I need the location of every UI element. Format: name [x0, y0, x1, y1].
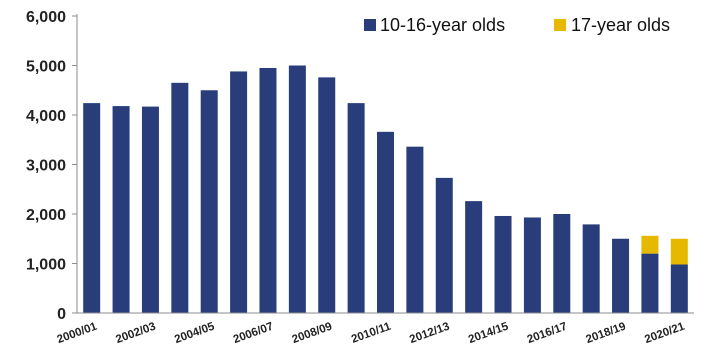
bar-10-16-year-olds	[318, 77, 336, 313]
bar-10-16-year-olds	[259, 67, 277, 313]
bar-10-16-year-olds	[141, 106, 159, 313]
y-tick-label: 3,000	[26, 158, 66, 175]
y-tick-label: 1,000	[26, 257, 66, 274]
y-tick-label: 4,000	[26, 108, 66, 125]
y-tick-label: 0	[57, 306, 66, 323]
bar-10-16-year-olds	[171, 82, 189, 313]
x-tick-label: 2016/17	[526, 321, 569, 346]
bar-10-16-year-olds	[553, 214, 571, 313]
bar-10-16-year-olds	[288, 65, 306, 313]
bar-10-16-year-olds	[523, 217, 541, 313]
bar-10-16-year-olds	[83, 103, 101, 314]
bar-10-16-year-olds	[494, 215, 512, 313]
bar-10-16-year-olds	[465, 201, 483, 313]
legend-label-17: 17-year olds	[571, 15, 670, 35]
x-tick-label: 2000/01	[56, 320, 100, 346]
y-tick-label: 6,000	[26, 9, 66, 26]
bar-10-16-year-olds	[347, 103, 365, 314]
legend-label-10-16: 10-16-year olds	[380, 15, 505, 35]
bars	[83, 65, 688, 314]
x-tick-label: 2004/05	[173, 320, 217, 346]
bar-10-16-year-olds	[641, 253, 659, 313]
x-tick-label: 2006/07	[232, 321, 275, 346]
x-tick-label: 2010/11	[350, 320, 393, 345]
bar-10-16-year-olds	[230, 71, 248, 313]
legend-swatch-10-16	[364, 19, 376, 31]
bar-10-16-year-olds	[670, 264, 688, 313]
bar-17-year-olds	[641, 235, 659, 254]
y-axis: 0 1,000 2,000 3,000 4,000 5,000 6,000	[26, 9, 78, 323]
bar-10-16-year-olds	[377, 131, 394, 313]
x-tick-label: 2018/19	[584, 321, 627, 346]
y-tick-label: 5,000	[26, 59, 66, 76]
bar-10-16-year-olds	[612, 238, 630, 313]
bar-17-year-olds	[670, 238, 688, 265]
x-tick-label: 2012/13	[408, 321, 451, 346]
bar-10-16-year-olds	[112, 106, 130, 313]
x-tick-label: 2014/15	[467, 320, 511, 346]
bar-10-16-year-olds	[200, 90, 218, 313]
bar-10-16-year-olds	[582, 224, 600, 313]
y-tick-label: 2,000	[26, 207, 66, 224]
legend: 10-16-year olds 17-year olds	[364, 15, 670, 35]
bar-10-16-year-olds	[406, 146, 424, 313]
x-tick-label: 2008/09	[291, 321, 334, 346]
bar-10-16-year-olds	[435, 177, 453, 313]
x-axis: 2000/01 2002/03 2004/05 2006/07 2008/09 2010/…	[56, 312, 694, 346]
x-tick-label: 2020/21	[643, 320, 687, 346]
legend-swatch-17	[554, 19, 566, 31]
x-tick-label: 2002/03	[114, 321, 157, 346]
